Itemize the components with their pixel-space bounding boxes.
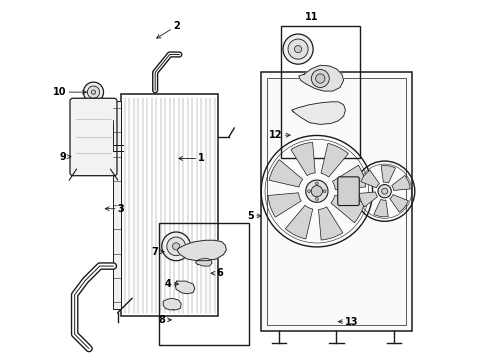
Circle shape (87, 86, 99, 98)
Circle shape (167, 237, 186, 256)
Text: 11: 11 (305, 12, 318, 22)
Circle shape (172, 243, 180, 250)
Bar (159, 223, 248, 345)
Circle shape (382, 188, 388, 194)
Text: 1: 1 (179, 153, 205, 163)
Bar (281, 26, 360, 158)
Text: 8: 8 (158, 315, 172, 325)
Bar (113, 101, 122, 309)
Bar (122, 94, 218, 316)
Circle shape (323, 190, 326, 193)
Circle shape (283, 34, 313, 64)
Polygon shape (175, 281, 195, 294)
Circle shape (83, 82, 103, 102)
Circle shape (378, 185, 392, 198)
Text: 4: 4 (165, 279, 178, 289)
Polygon shape (299, 65, 343, 91)
Polygon shape (292, 102, 345, 125)
Wedge shape (331, 195, 365, 223)
Circle shape (316, 182, 318, 185)
Circle shape (162, 232, 191, 261)
Circle shape (311, 186, 322, 197)
FancyBboxPatch shape (338, 177, 359, 206)
Polygon shape (177, 240, 226, 261)
Text: 12: 12 (269, 130, 290, 140)
Circle shape (91, 90, 96, 94)
Text: 3: 3 (105, 204, 124, 214)
Wedge shape (359, 192, 377, 207)
Wedge shape (318, 207, 343, 240)
Circle shape (294, 45, 302, 53)
Wedge shape (381, 166, 395, 183)
Wedge shape (390, 194, 408, 212)
Circle shape (316, 198, 318, 201)
Wedge shape (285, 205, 313, 239)
Wedge shape (332, 165, 366, 190)
FancyBboxPatch shape (70, 98, 117, 176)
Text: 10: 10 (53, 87, 86, 97)
Circle shape (288, 39, 308, 59)
Text: 9: 9 (60, 152, 71, 162)
Wedge shape (392, 175, 410, 190)
Circle shape (308, 190, 311, 193)
Bar (267, 78, 406, 325)
Text: 5: 5 (247, 211, 261, 221)
Text: 13: 13 (339, 317, 359, 327)
Text: 7: 7 (151, 247, 164, 257)
Circle shape (311, 69, 329, 87)
Wedge shape (269, 160, 303, 187)
Polygon shape (196, 258, 212, 266)
Polygon shape (163, 298, 181, 310)
Wedge shape (374, 199, 388, 217)
Text: 2: 2 (157, 21, 180, 38)
Wedge shape (321, 143, 348, 177)
Text: 6: 6 (211, 268, 223, 278)
Wedge shape (268, 193, 301, 217)
Wedge shape (291, 142, 315, 176)
Wedge shape (361, 170, 379, 188)
Circle shape (306, 180, 328, 202)
Bar (261, 72, 412, 330)
Circle shape (316, 74, 325, 83)
